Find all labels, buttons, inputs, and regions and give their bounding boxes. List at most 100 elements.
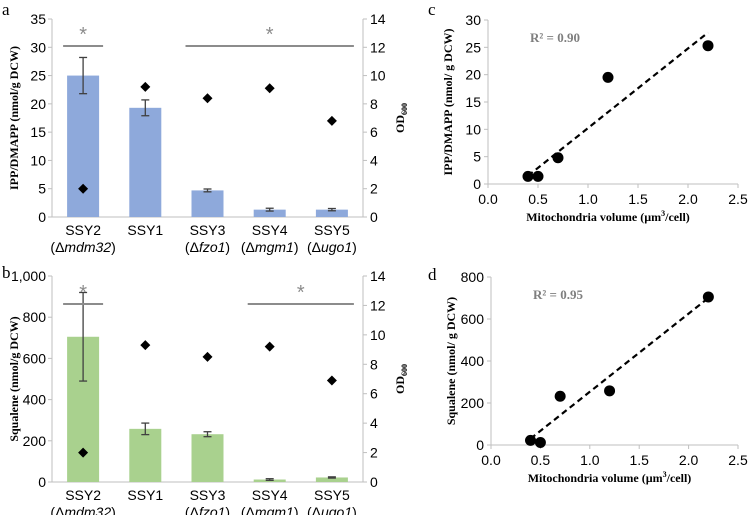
data-point (552, 152, 564, 164)
y2-axis-title: OD600 (393, 103, 409, 133)
data-point (554, 390, 566, 402)
y-tick-label: 200 (461, 395, 485, 411)
y2-tick-label: 2 (370, 181, 378, 197)
y-tick-label: 15 (30, 124, 46, 140)
data-point (702, 291, 714, 303)
data-point (702, 40, 714, 52)
y2-tick-label: 6 (370, 386, 378, 402)
category-sublabel: (Δmdm32) (50, 504, 115, 515)
od-marker (326, 375, 337, 386)
category-label: SSY3 (190, 222, 226, 238)
y-axis-title: IPP/DMAPP (nmol/ g DCW) (441, 29, 455, 176)
y-tick-label: 5 (38, 181, 46, 197)
bar-ssy1 (129, 428, 162, 482)
y-tick-label: 0 (476, 437, 484, 453)
od-marker (202, 351, 213, 362)
significance-asterisk: * (79, 24, 87, 46)
y2-tick-label: 4 (370, 415, 378, 431)
y2-tick-label: 10 (370, 68, 386, 84)
x-tick-label: 2.0 (678, 191, 698, 207)
x-tick-label: 0.0 (481, 452, 501, 468)
y2-tick-label: 8 (370, 96, 378, 112)
category-sublabel: (Δmgm1) (241, 504, 299, 515)
category-sublabel: (Δmdm32) (50, 239, 115, 255)
chart-b-squalene-bar: 0 200 400 600 800 1,000 0 2 4 6 8 10 12 14 SSY2(Δmdm32… (7, 268, 409, 515)
bar-ssy3 (191, 190, 224, 217)
category-label: SSY1 (127, 222, 163, 238)
bar-ssy5 (315, 209, 348, 217)
y-tick-label: 5 (473, 149, 481, 165)
y2-tick-label: 8 (370, 356, 378, 372)
category-label: SSY3 (190, 487, 226, 503)
bar-ssy1 (129, 107, 162, 217)
r-squared-annotation: R² = 0.90 (530, 30, 580, 45)
od-marker (78, 447, 89, 458)
x-tick-label: 0.0 (478, 191, 498, 207)
y-tick-label: 10 (465, 121, 481, 137)
y-tick-label: 600 (461, 311, 485, 327)
panel-label-a: a (2, 0, 10, 19)
y2-tick-label: 14 (370, 268, 386, 284)
y-tick-label: 25 (465, 39, 481, 55)
chart-d-squalene-scatter: 0 200 400 600 800 0.0 0.5 1.0 1.5 2.0 2.5 R² = 0.95… (444, 269, 748, 485)
x-axis-title: Mitochondria volume (µm3/cell) (526, 209, 690, 224)
significance-asterisk: * (297, 282, 305, 304)
panel-label-b: b (2, 263, 11, 282)
y-tick-label: 1,000 (11, 268, 46, 284)
category-sublabel: (Δugo1) (307, 239, 357, 255)
category-sublabel: (Δugo1) (307, 504, 357, 515)
data-point (525, 434, 537, 446)
bar-ssy2 (67, 75, 100, 217)
data-point (534, 436, 546, 448)
y-tick-label: 800 (23, 309, 47, 325)
od-marker (78, 183, 89, 194)
panel-label-c: c (428, 0, 436, 19)
category-label: SSY4 (252, 487, 288, 503)
category-sublabel: (Δfzo1) (185, 239, 230, 255)
category-label: SSY5 (314, 222, 350, 238)
y-tick-label: 30 (30, 39, 46, 55)
od-marker (140, 81, 151, 92)
y2-tick-label: 6 (370, 124, 378, 140)
data-point (602, 71, 614, 83)
data-point (522, 170, 534, 182)
category-label: SSY2 (65, 487, 101, 503)
od-marker (202, 93, 213, 104)
y2-tick-label: 4 (370, 152, 378, 168)
category-sublabel: (Δmgm1) (241, 239, 299, 255)
chart-c-ipp-dmapp-scatter: 0 5 10 15 20 25 30 0.0 0.5 1.0 1.5 2.0 2.5 R² = 0.90 I… (441, 12, 748, 224)
x-tick-label: 1.5 (628, 191, 648, 207)
y-tick-label: 400 (23, 392, 47, 408)
category-label: SSY4 (252, 222, 288, 238)
y-tick-label: 0 (38, 209, 46, 225)
category-label: SSY1 (127, 487, 163, 503)
y2-tick-label: 2 (370, 445, 378, 461)
od-marker (326, 115, 337, 126)
y-tick-label: 10 (30, 152, 46, 168)
y-tick-label: 0 (473, 176, 481, 192)
y-tick-label: 20 (465, 67, 481, 83)
r-squared-annotation: R² = 0.95 (533, 287, 583, 302)
y-tick-label: 400 (461, 353, 485, 369)
data-point (604, 385, 616, 397)
x-tick-label: 2.0 (679, 452, 699, 468)
od-marker (140, 340, 151, 351)
y2-tick-label: 0 (370, 474, 378, 490)
y-tick-label: 0 (38, 474, 46, 490)
x-tick-label: 2.5 (728, 452, 748, 468)
y-tick-label: 200 (23, 433, 47, 449)
x-tick-label: 1.0 (578, 191, 598, 207)
category-label: SSY2 (65, 222, 101, 238)
od-marker (264, 341, 275, 352)
y-tick-label: 25 (30, 68, 46, 84)
y-tick-label: 600 (23, 350, 47, 366)
y-tick-label: 20 (30, 96, 46, 112)
y2-tick-label: 10 (370, 327, 386, 343)
category-sublabel: (Δfzo1) (185, 504, 230, 515)
y-tick-label: 30 (465, 12, 481, 28)
od-marker (264, 83, 275, 94)
y-tick-label: 15 (465, 94, 481, 110)
y-axis-title: IPP/DMAPP (nmol/g DCW) (7, 46, 21, 190)
x-tick-label: 1.0 (580, 452, 600, 468)
